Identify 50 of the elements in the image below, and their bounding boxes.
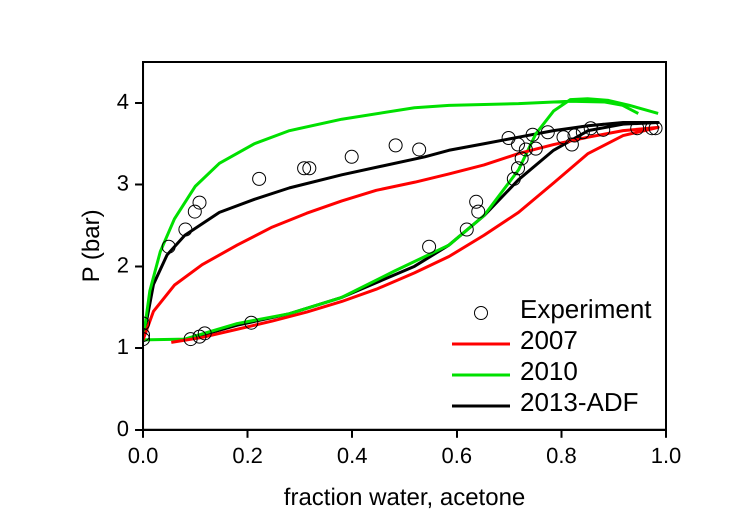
legend-label: 2007	[520, 324, 578, 356]
y-tick-label: 0	[116, 416, 130, 441]
point	[584, 121, 598, 136]
x-axis-title: fraction water, acetone	[284, 484, 526, 512]
point	[252, 172, 266, 186]
point	[192, 330, 207, 344]
x-tick-label: 0.2	[232, 443, 263, 468]
point	[344, 150, 359, 164]
point	[567, 128, 582, 143]
x-tick-label: 0.6	[442, 443, 472, 468]
x-tick-label: 1.0	[650, 443, 682, 468]
point	[184, 332, 198, 346]
x-tick-label: 0.8	[546, 443, 577, 468]
point	[244, 316, 258, 330]
point	[576, 125, 590, 140]
point	[564, 138, 579, 152]
point	[460, 222, 474, 237]
y-tick-label: 2	[116, 252, 130, 278]
point	[192, 196, 207, 210]
point	[556, 130, 570, 144]
point	[297, 161, 312, 176]
y-tick-label: 1	[116, 334, 130, 360]
point	[422, 240, 436, 254]
point	[648, 121, 663, 136]
point	[302, 161, 316, 176]
point	[469, 194, 484, 209]
point	[511, 138, 525, 152]
y-tick-label: 3	[116, 170, 130, 196]
legend-label: Experiment	[520, 294, 652, 325]
point	[412, 142, 426, 156]
x-tick-label: 0.4	[336, 443, 368, 468]
y-tick-label: 4	[116, 88, 130, 114]
point	[506, 172, 521, 186]
point	[178, 222, 192, 237]
legend-label: 2013-ADF	[520, 386, 638, 418]
point	[502, 131, 516, 146]
point	[526, 128, 540, 142]
point	[198, 326, 212, 340]
point	[518, 142, 533, 156]
point	[528, 142, 543, 156]
point	[540, 125, 555, 140]
point	[188, 204, 202, 219]
point	[162, 240, 176, 254]
legend-label: 2010	[520, 356, 578, 387]
point	[471, 204, 486, 219]
point	[514, 151, 529, 166]
x-tick-label: 0.0	[128, 443, 158, 468]
point	[511, 161, 525, 176]
point	[388, 138, 403, 152]
y-axis-title: P (bar)	[78, 209, 106, 282]
